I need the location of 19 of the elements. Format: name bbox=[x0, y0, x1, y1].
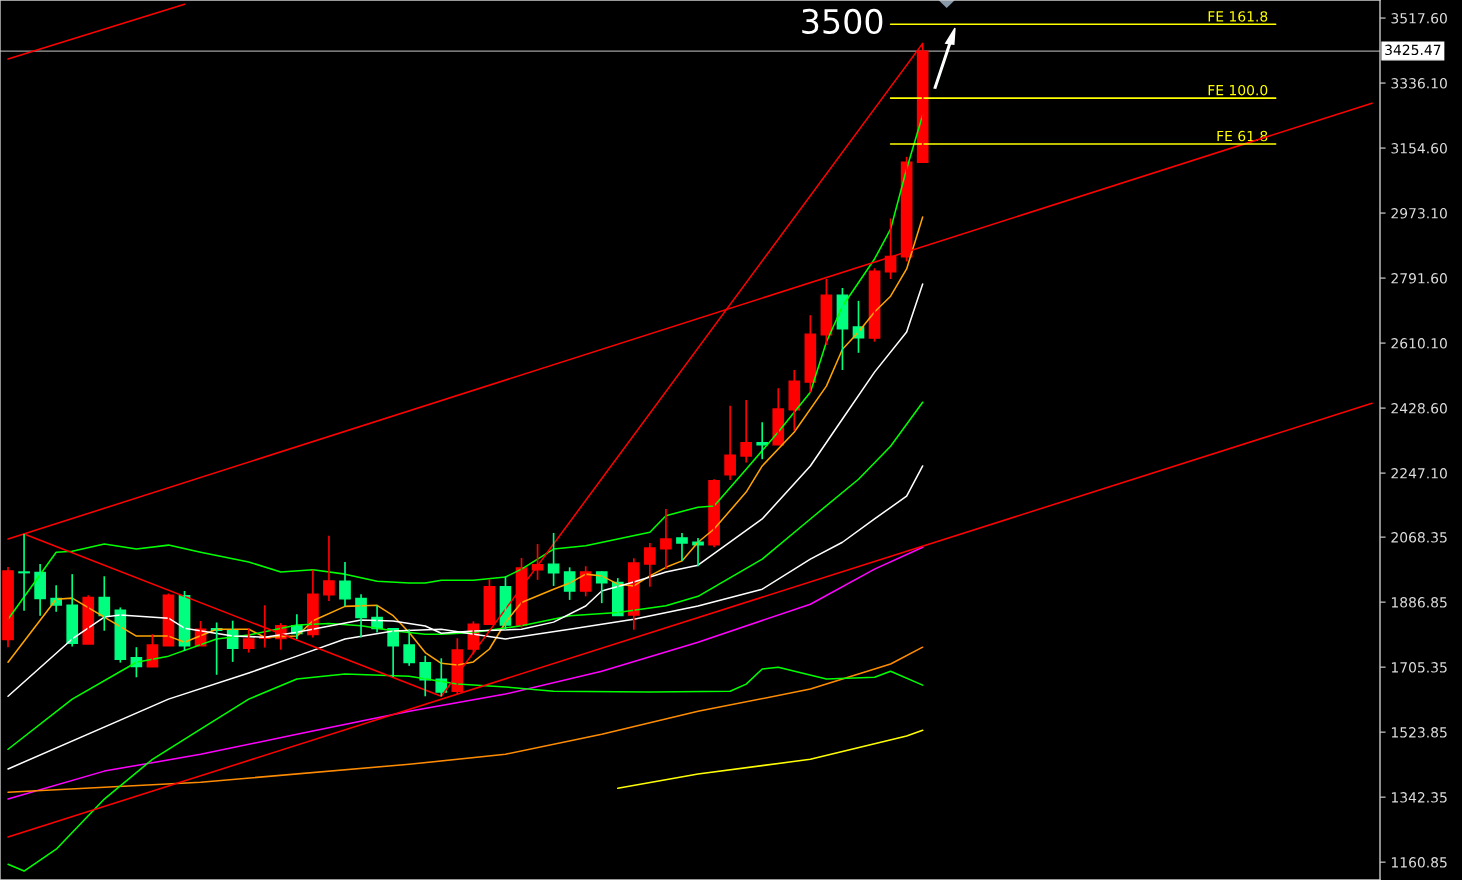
y-tick-label: 1886.85 bbox=[1391, 597, 1447, 608]
annotation: 3500 bbox=[802, 8, 883, 35]
y-tick-label: 2973.10 bbox=[1391, 208, 1447, 219]
y-tick-label: 3336.10 bbox=[1391, 78, 1447, 89]
y-tick-label: 3154.60 bbox=[1391, 143, 1447, 154]
y-tick-label: 1705.35 bbox=[1391, 662, 1447, 673]
y-tick-label: 1342.35 bbox=[1391, 792, 1447, 803]
annotation: FE 100.0 bbox=[1208, 84, 1268, 96]
y-tick-label: 2068.35 bbox=[1391, 532, 1447, 543]
y-tick-label: 2247.10 bbox=[1391, 468, 1447, 479]
annotation: FE 161.8 bbox=[1208, 11, 1268, 22]
y-tick-label: 2428.60 bbox=[1391, 403, 1447, 414]
y-tick-label: 2791.60 bbox=[1391, 273, 1447, 284]
ref-line-label: 3425.47 bbox=[1385, 44, 1441, 56]
y-tick-label: 1523.85 bbox=[1391, 727, 1447, 738]
y-tick-label: 3517.60 bbox=[1391, 13, 1447, 24]
annotation: FE 61.8 bbox=[1217, 130, 1268, 142]
y-tick-label: 1160.85 bbox=[1391, 857, 1447, 868]
y-tick-label: 2610.10 bbox=[1391, 338, 1447, 349]
